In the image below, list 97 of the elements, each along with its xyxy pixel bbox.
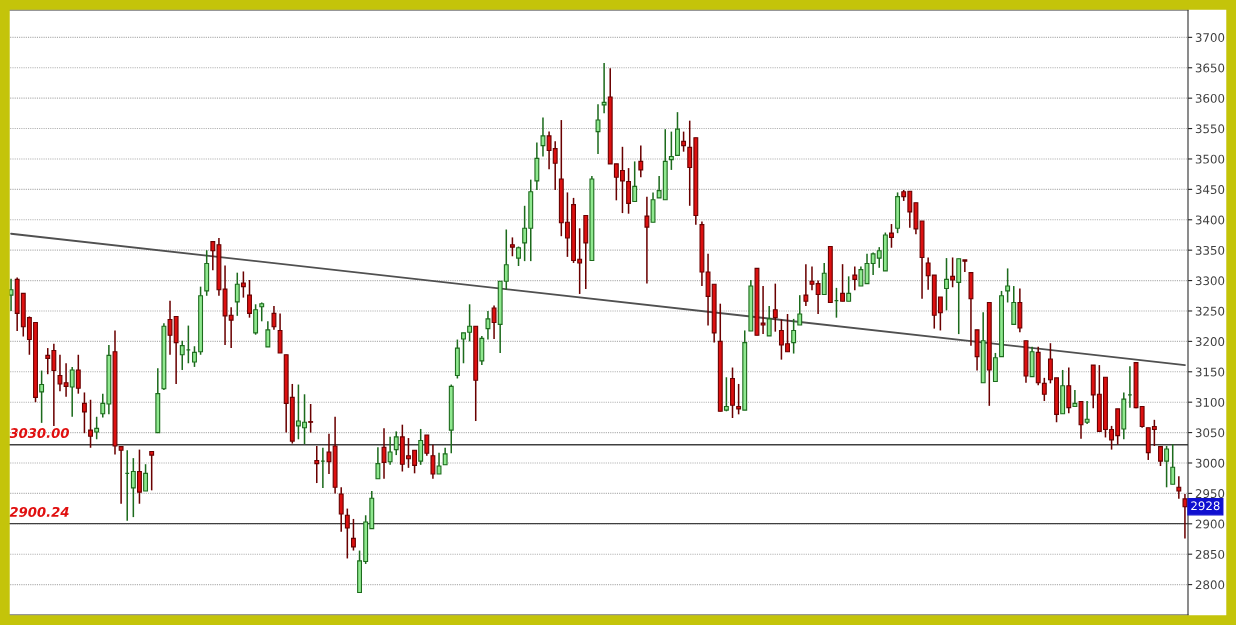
candlestick [8, 277, 14, 312]
candlestick [595, 103, 601, 155]
candlestick [137, 448, 142, 505]
candlestick [638, 144, 644, 178]
y-tick-label: 3400 [1195, 215, 1225, 225]
y-tick-label: 2800 [1195, 580, 1225, 590]
candlestick [1072, 389, 1078, 408]
candlestick [149, 450, 155, 492]
y-tick-label: 3150 [1195, 367, 1225, 377]
candlestick [1170, 443, 1176, 486]
candlestick [668, 130, 674, 171]
candlestick [944, 257, 949, 312]
candlestick [69, 366, 75, 418]
y-tick-label: 3650 [1195, 63, 1225, 73]
candlestick [430, 443, 436, 480]
y-tick-label: 3200 [1195, 337, 1225, 347]
candlestick [723, 376, 729, 413]
candlestick [650, 191, 656, 223]
candlestick [852, 265, 858, 292]
y-tick-label: 3700 [1195, 33, 1225, 43]
y-tick-label: 3600 [1195, 93, 1225, 103]
candlestick [962, 259, 968, 273]
candlestick [143, 463, 149, 492]
candlestick [381, 427, 387, 480]
candlestick [766, 305, 772, 337]
candlestick [821, 262, 827, 296]
candlestick [277, 312, 283, 354]
candlestick [192, 345, 197, 368]
candlestick [240, 270, 246, 299]
candlestick [736, 383, 742, 416]
y-tick-label: 3550 [1195, 124, 1225, 134]
candlestick [1176, 475, 1182, 500]
y-tick-label: 3450 [1195, 185, 1225, 195]
candlestick [791, 318, 797, 355]
candlestick [338, 486, 344, 533]
candlestick [88, 398, 93, 449]
annotation: 2928 [1191, 501, 1220, 511]
y-tick-label: 3000 [1195, 458, 1225, 468]
candlestick [387, 436, 393, 466]
y-tick-label: 2950 [1195, 489, 1225, 499]
candlestick [840, 263, 846, 303]
candlestick [1158, 445, 1163, 467]
candlestick [803, 263, 809, 307]
candlestick [485, 310, 491, 341]
candlestick [314, 445, 320, 484]
candlestick [1066, 366, 1072, 414]
y-tick-label: 3500 [1195, 154, 1225, 164]
candlestick [375, 446, 381, 480]
candlestick [846, 275, 852, 303]
candlestick [992, 352, 998, 383]
candlestick [265, 320, 271, 348]
y-tick-label: 2900 [1195, 519, 1225, 529]
y-tick-label: 3100 [1195, 397, 1225, 407]
candlestick [491, 304, 497, 340]
y-tick-label: 3350 [1195, 245, 1225, 255]
candlestick [1084, 400, 1090, 425]
candlestick [308, 403, 314, 434]
y-tick-label: 3050 [1195, 428, 1225, 438]
candlestick [94, 416, 100, 441]
candlestick [601, 62, 607, 115]
candlestick [253, 303, 259, 336]
candlestick [509, 236, 515, 258]
candlestick [75, 353, 81, 395]
candlestick [39, 369, 45, 424]
candlestick [681, 130, 687, 153]
candlestick [1041, 377, 1047, 402]
candlestick [81, 391, 87, 434]
candlestick [393, 430, 399, 456]
candlestick [1005, 267, 1011, 304]
candlestick [950, 256, 956, 289]
candlestick [534, 141, 540, 191]
candlestick [271, 305, 277, 331]
candlestick [344, 507, 350, 560]
candlestick [797, 294, 803, 326]
candlestick [1127, 365, 1133, 409]
candlestick [540, 116, 546, 158]
candlestick [632, 160, 638, 203]
candlestick [644, 195, 650, 285]
candlestick [1182, 493, 1188, 540]
candlestick [889, 223, 894, 249]
candlestick [130, 457, 136, 518]
candlestick [436, 451, 442, 475]
y-tick-label: 3250 [1195, 306, 1225, 316]
y-tick-label: 3300 [1195, 276, 1225, 286]
y-tick-label: 2850 [1195, 549, 1225, 559]
candlestick [350, 518, 356, 552]
candlestick [1078, 400, 1084, 440]
candlestick [418, 428, 424, 466]
candlestick [234, 271, 240, 317]
candlestick [479, 335, 485, 366]
candlestick [247, 279, 252, 319]
candlestick [1164, 445, 1170, 489]
candlestick [772, 282, 778, 333]
candlestick [956, 257, 962, 335]
candlestick [1011, 285, 1017, 326]
candlestick [424, 434, 430, 457]
candlestick [259, 301, 265, 323]
